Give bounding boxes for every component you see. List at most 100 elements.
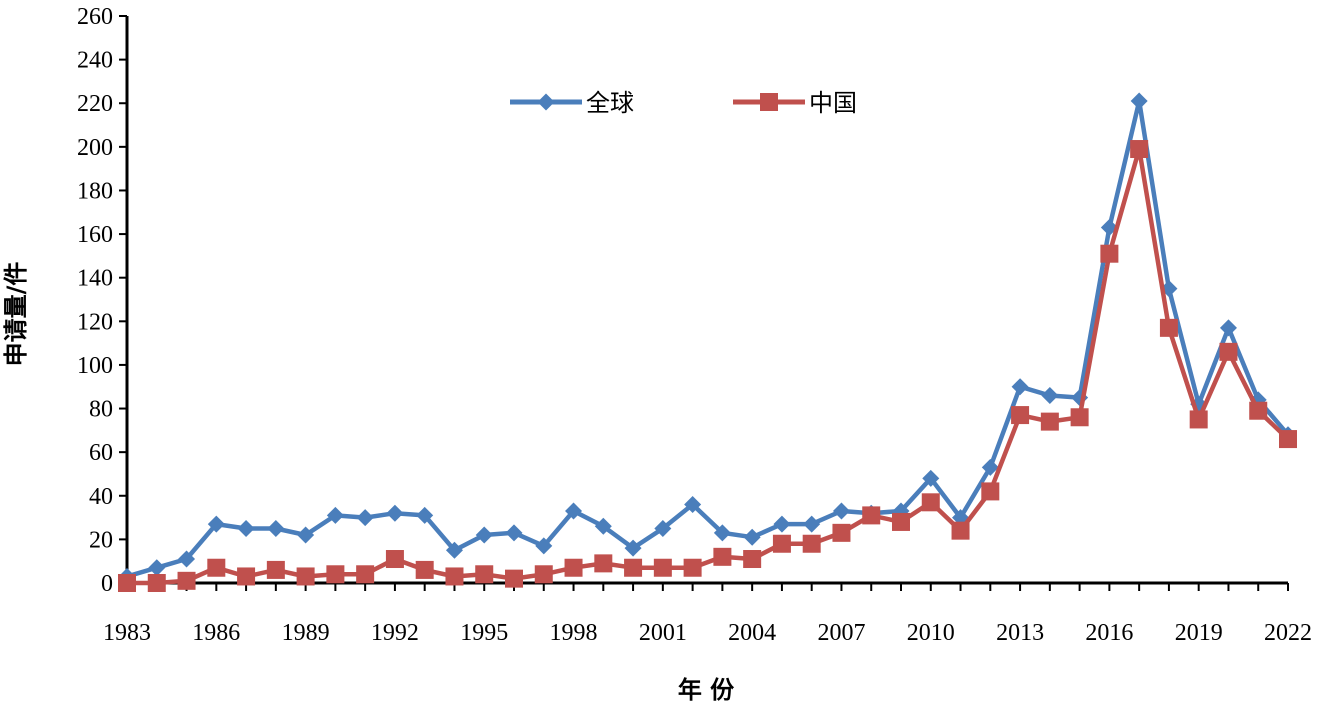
data-point	[743, 550, 762, 569]
y-tick-label: 160	[77, 222, 113, 248]
data-point	[1040, 412, 1059, 431]
data-point	[564, 558, 583, 577]
data-point	[178, 550, 196, 568]
y-tick-label: 140	[77, 266, 113, 292]
data-point	[683, 558, 702, 577]
data-point	[921, 493, 940, 512]
legend-label-china: 中国	[809, 89, 857, 117]
series-china	[118, 140, 1297, 592]
data-point	[624, 558, 643, 577]
data-point	[177, 571, 196, 590]
data-point	[326, 506, 344, 524]
data-point	[445, 567, 464, 586]
data-point	[951, 521, 970, 540]
data-point	[386, 504, 404, 522]
series-layer	[118, 92, 1297, 592]
legend-square-marker	[760, 93, 778, 111]
data-point	[684, 495, 702, 513]
y-tick-label: 60	[89, 440, 113, 466]
data-point	[207, 558, 226, 577]
y-tick-label: 100	[77, 353, 113, 379]
y-tick-label: 40	[89, 484, 113, 510]
x-tick-label: 1986	[192, 620, 240, 646]
x-axis-title: 年 份	[678, 676, 735, 704]
data-point	[475, 526, 493, 544]
data-point	[772, 534, 791, 553]
series-line	[126, 98, 1290, 579]
data-point	[981, 458, 999, 476]
x-tick-label: 2019	[1175, 620, 1223, 646]
x-tick-label: 2016	[1085, 620, 1133, 646]
data-point	[445, 541, 463, 559]
data-point	[505, 569, 523, 588]
data-point	[534, 565, 553, 584]
x-tick-label: 1995	[460, 620, 508, 646]
y-tick-label: 120	[77, 309, 113, 335]
y-tick-label: 240	[77, 48, 113, 74]
data-point	[713, 547, 732, 566]
x-tick-label: 1983	[103, 620, 151, 646]
data-point	[922, 469, 940, 487]
data-point	[1011, 406, 1030, 425]
legend-item-china: 中国	[733, 89, 857, 117]
data-point	[594, 554, 613, 573]
y-tick-label: 80	[89, 397, 113, 423]
data-point	[1011, 378, 1029, 396]
data-point	[385, 550, 404, 569]
data-point	[148, 559, 166, 577]
data-point	[624, 539, 642, 557]
data-point	[862, 506, 881, 525]
data-point	[802, 534, 821, 553]
data-point	[266, 560, 285, 579]
x-tick-label: 2010	[907, 620, 955, 646]
data-point	[237, 519, 255, 537]
y-tick-label: 260	[77, 4, 113, 30]
data-point	[296, 567, 315, 586]
y-tick-label: 200	[77, 135, 113, 161]
data-point	[1159, 318, 1178, 337]
x-tick-label: 1989	[282, 620, 330, 646]
data-point	[505, 524, 523, 542]
x-tick-label: 1998	[550, 620, 598, 646]
series-line	[127, 146, 1290, 586]
y-axis-title: 申请量/件	[2, 262, 30, 367]
data-point	[832, 502, 850, 520]
data-point	[356, 565, 375, 584]
data-point	[1041, 386, 1059, 404]
data-point	[415, 560, 434, 579]
legend: 全球 中国	[510, 89, 857, 117]
data-point	[773, 515, 791, 533]
x-tick-label: 2013	[996, 620, 1044, 646]
y-axis: 0 20 40 60 80 100 120 140 160 180 200 220 240 260	[77, 4, 129, 597]
data-point	[743, 528, 761, 546]
data-point	[981, 482, 1000, 501]
x-tick-label: 1992	[371, 620, 419, 646]
x-tick-label: 2022	[1264, 620, 1312, 646]
data-point	[297, 526, 315, 544]
data-point	[267, 519, 285, 537]
y-tick-label: 220	[77, 91, 113, 117]
data-point	[594, 517, 612, 535]
data-point	[713, 524, 731, 542]
x-tick-label: 2007	[817, 620, 865, 646]
data-point	[1249, 401, 1268, 420]
legend-diamond-marker	[537, 93, 555, 111]
legend-label-global: 全球	[586, 89, 634, 117]
data-point	[1279, 430, 1297, 449]
data-point	[207, 515, 225, 533]
x-tick-label: 2001	[639, 620, 687, 646]
data-point	[892, 512, 910, 531]
data-point	[535, 537, 553, 555]
data-point	[1130, 140, 1149, 159]
data-point	[832, 523, 851, 542]
data-point	[237, 567, 256, 586]
data-point	[653, 558, 672, 577]
data-point	[1100, 244, 1119, 263]
y-tick-label: 20	[89, 527, 113, 553]
data-point	[1070, 408, 1089, 427]
data-point	[803, 515, 821, 533]
y-tick-label: 180	[77, 178, 113, 204]
y-tick-label: 0	[101, 571, 113, 597]
x-tick-label: 2004	[728, 620, 776, 646]
